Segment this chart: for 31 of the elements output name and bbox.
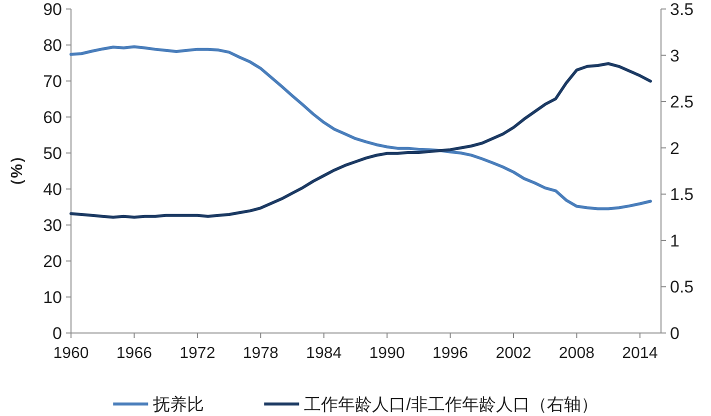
x-tick-label: 1966 xyxy=(116,345,152,362)
y2-tick-label: 2 xyxy=(670,138,680,158)
y2-tick-label: 2.5 xyxy=(670,92,694,112)
y-tick-label: 40 xyxy=(43,180,62,199)
y-tick-label: 30 xyxy=(43,216,62,235)
x-tick-label: 2014 xyxy=(622,345,658,362)
y-tick-label: 90 xyxy=(43,0,62,19)
y2-tick-label: 1.5 xyxy=(670,185,694,204)
x-tick-label: 1972 xyxy=(180,345,216,362)
y2-tick-label: 1 xyxy=(670,231,680,250)
y-tick-label: 0 xyxy=(52,324,62,343)
legend-label: 工作年龄人口/非工作年龄人口（右轴） xyxy=(304,395,598,414)
y-tick-label: 80 xyxy=(43,36,62,55)
x-tick-label: 1984 xyxy=(306,345,342,362)
x-tick-label: 1990 xyxy=(369,345,405,362)
x-tick-label: 1960 xyxy=(53,345,89,362)
y2-tick-label: 0 xyxy=(670,324,680,343)
x-tick-label: 1996 xyxy=(432,345,468,362)
y-tick-label: 10 xyxy=(43,288,62,307)
y-axis-title: （%） xyxy=(9,148,26,194)
y2-tick-label: 3.5 xyxy=(670,0,694,19)
y-tick-label: 60 xyxy=(43,108,62,127)
legend-label: 抚养比 xyxy=(152,395,204,414)
y2-tick-label: 0.5 xyxy=(670,278,694,297)
y2-tick-label: 3 xyxy=(670,46,680,66)
x-tick-label: 2008 xyxy=(558,345,595,362)
y-tick-label: 20 xyxy=(43,252,62,271)
y-tick-label: 70 xyxy=(43,72,62,91)
x-tick-label: 2002 xyxy=(496,345,532,362)
y-tick-label: 50 xyxy=(43,144,62,163)
x-tick-label: 1978 xyxy=(242,345,279,362)
